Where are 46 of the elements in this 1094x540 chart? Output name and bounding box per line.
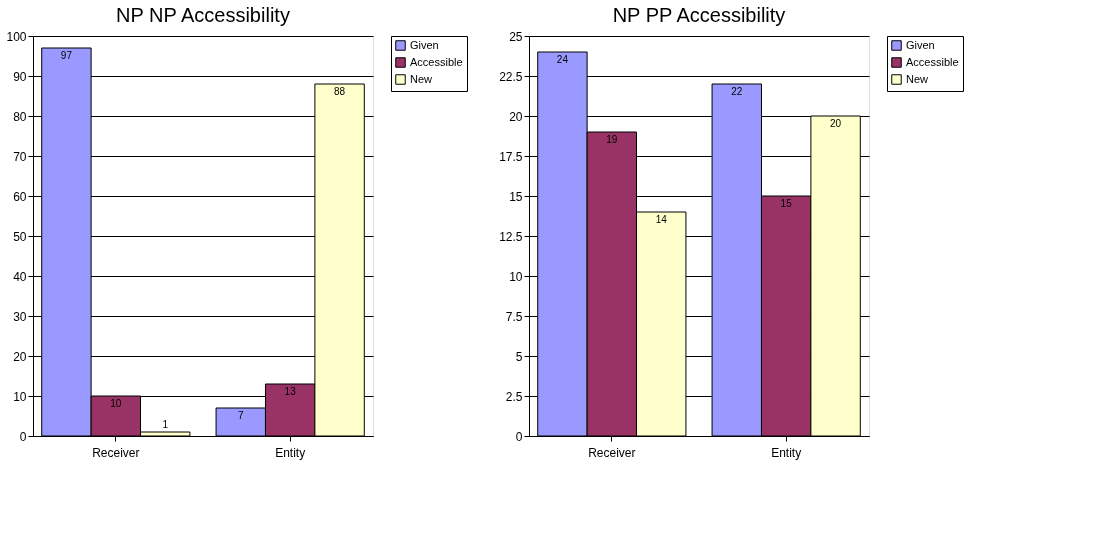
data-label: 22 [731,86,743,97]
y-tick-label: 12.5 [499,229,523,244]
legend-label: Given [906,38,935,51]
data-label: 97 [60,50,73,61]
y-tick-label: 17.5 [499,149,523,164]
y-tick-label: 100 [6,29,27,44]
data-label: 14 [655,214,668,225]
y-tick-label: 30 [13,309,27,324]
y-tick-label: 5 [515,349,523,364]
data-label: 10 [110,398,122,409]
y-tick-label: 50 [13,229,27,244]
y-tick-label: 22.5 [499,69,523,84]
x-tick-label: Entity [275,445,306,460]
data-label: 24 [556,54,569,65]
y-tick-label: 0 [19,429,27,444]
data-label: 1 [162,419,169,430]
y-tick-label: 7.5 [505,309,523,324]
y-tick-label: 25 [509,29,523,44]
y-tick-label: 60 [13,189,27,204]
legend-label: New [906,72,929,85]
chart-title: NP NP Accessibility [116,4,290,26]
x-tick-label: Receiver [588,445,636,460]
legend-label: New [410,72,433,85]
y-tick-label: 20 [509,109,523,124]
data-label: 13 [284,386,297,397]
legend-label: Given [410,38,439,51]
y-tick-label: 20 [13,349,27,364]
y-tick-label: 10 [509,269,523,284]
y-tick-label: 70 [13,149,27,164]
x-tick-label: Entity [771,445,802,460]
data-label: 88 [334,86,346,97]
y-tick-label: 40 [13,269,27,284]
chart-title: NP PP Accessibility [612,4,786,26]
y-tick-label: 10 [13,389,27,404]
data-label: 19 [606,134,618,145]
y-tick-label: 80 [13,109,27,124]
y-tick-label: 15 [509,189,523,204]
y-tick-label: 0 [515,429,523,444]
data-label: 15 [780,198,793,209]
legend-label: Accessible [410,55,463,68]
x-tick-label: Receiver [92,445,140,460]
y-tick-label: 2.5 [505,389,523,404]
data-label: 7 [238,410,244,421]
y-tick-label: 90 [13,69,27,84]
data-label: 20 [830,118,842,129]
legend-label: Accessible [906,55,959,68]
